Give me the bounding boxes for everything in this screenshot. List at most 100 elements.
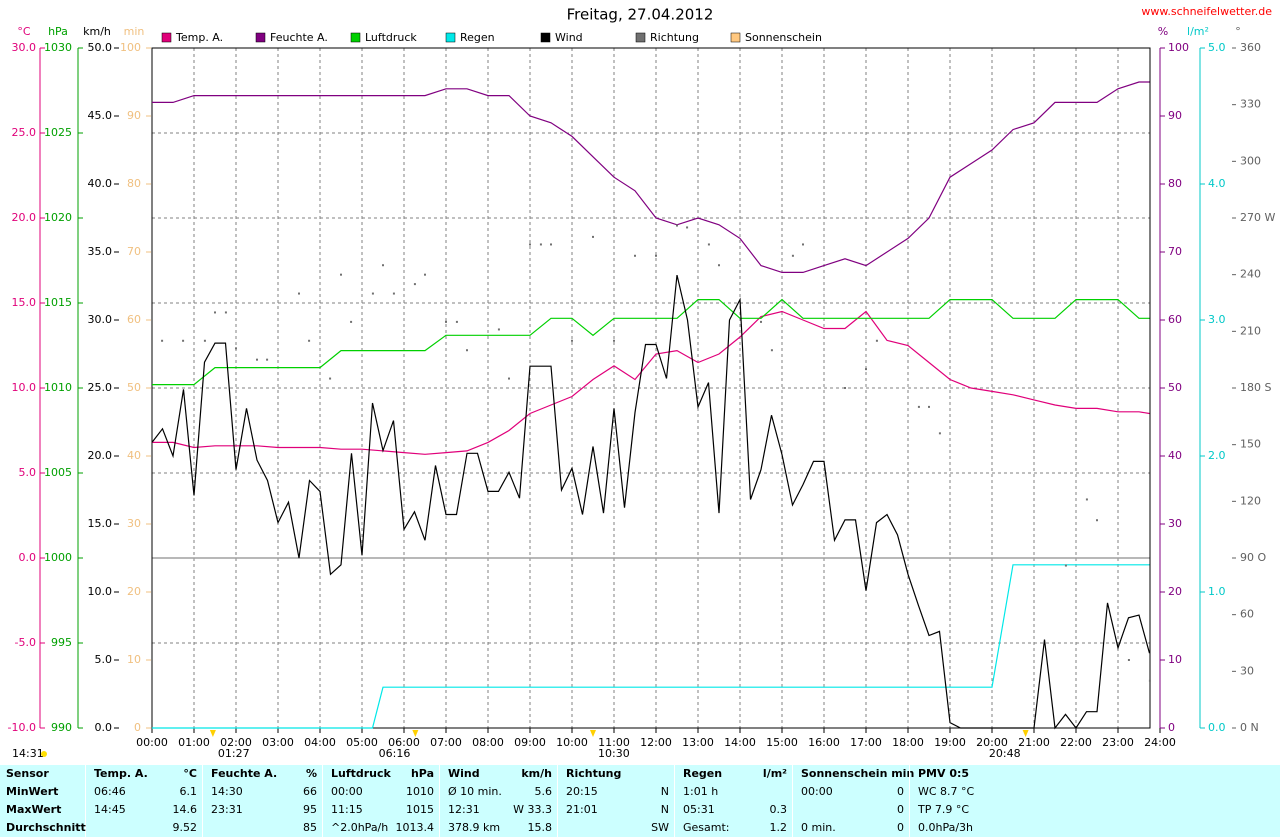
cell-text: 66 <box>303 785 317 798</box>
column-separator <box>202 765 203 837</box>
direction-point <box>203 339 206 342</box>
direction-point <box>455 320 458 323</box>
y-tick-label: 10 <box>127 653 141 666</box>
table-cell: MinWert <box>6 783 80 801</box>
legend-swatch <box>730 32 741 43</box>
cell-text: 00:00 <box>801 785 833 798</box>
cell-text: Durchschnitt <box>6 821 86 834</box>
table-cell: 85 <box>211 819 317 837</box>
cell-text: 0.3 <box>769 803 788 816</box>
y-tick-label: 210 <box>1240 324 1261 337</box>
y-tick-label: 40.0 <box>88 177 113 190</box>
direction-point <box>266 358 269 361</box>
table-cell: Gesamt: 1.2 <box>683 819 787 837</box>
direction-point <box>214 311 216 314</box>
direction-point <box>655 254 657 257</box>
x-tick-label: 19:00 <box>934 736 966 749</box>
x-tick-label: 16:00 <box>808 736 840 749</box>
legend-swatch <box>255 32 266 43</box>
y-tick-label: 1030 <box>44 41 72 54</box>
direction-point <box>497 328 500 331</box>
table-cell: Durchschnitt <box>6 819 86 837</box>
y-tick-label: 1010 <box>44 381 72 394</box>
y-tick-label: 15.0 <box>12 296 37 309</box>
y-tick-label: 30 <box>127 517 141 530</box>
direction-point <box>928 405 930 408</box>
direction-point <box>791 254 794 257</box>
cell-text: 5.6 <box>534 785 553 798</box>
y-tick-label: 0 <box>1168 721 1175 734</box>
direction-point <box>634 254 636 257</box>
table-cell: 20:15 N <box>566 783 669 801</box>
y-tick-label: 70 <box>1168 245 1182 258</box>
y-tick-label: 25.0 <box>12 126 37 139</box>
legend-swatch <box>350 32 361 43</box>
y-tick-label: 70 <box>127 245 141 258</box>
cell-text: 1010 <box>406 785 434 798</box>
series-line <box>152 298 1150 386</box>
direction-point <box>770 349 773 352</box>
legend-swatch <box>635 32 646 43</box>
cell-text: 1.2 <box>769 821 788 834</box>
x-tick-label: 17:00 <box>850 736 882 749</box>
direction-point <box>161 339 164 342</box>
table-cell: 11:15 1015 <box>331 801 434 819</box>
legend-label: Richtung <box>650 31 699 44</box>
cell-text: 85 <box>303 821 317 834</box>
direction-point <box>676 224 678 227</box>
direction-point <box>613 339 615 342</box>
table-cell: TP 7.9 °C <box>918 801 1272 819</box>
cell-text: MaxWert <box>6 803 62 816</box>
table-cell: 14:30 66 <box>211 783 317 801</box>
legend-label: Regen <box>460 31 495 44</box>
cell-text: l/m² <box>762 767 787 780</box>
y-tick-label: 0 <box>134 721 141 734</box>
chart-title: Freitag, 27.04.2012 <box>567 6 714 24</box>
y-tick-label: 80 <box>127 177 141 190</box>
x-tick-label: 08:00 <box>472 736 504 749</box>
x-tick-label: 15:00 <box>766 736 798 749</box>
table-cell: 14:45 14.6 <box>94 801 197 819</box>
direction-point <box>539 243 542 246</box>
column-separator <box>674 765 675 837</box>
table-cell: Richtung <box>566 765 669 783</box>
direction-point <box>1064 564 1067 567</box>
direction-point <box>392 292 395 295</box>
table-cell: Wind km/h <box>448 765 552 783</box>
y-tick-label: 180 S <box>1240 381 1271 394</box>
marker-label: 10:30 <box>598 747 630 760</box>
direction-point <box>1148 679 1151 682</box>
cell-text: 15.8 <box>527 821 553 834</box>
cell-text: 23:31 <box>211 803 243 816</box>
y-tick-label: 30.0 <box>88 313 113 326</box>
cell-text: PMV 0:5 <box>918 767 970 780</box>
cell-text: 20:15 <box>566 785 598 798</box>
y-tick-label: 90 <box>127 109 141 122</box>
x-tick-label: 03:00 <box>262 736 294 749</box>
y-tick-label: 300 <box>1240 154 1261 167</box>
series-line <box>152 564 1150 729</box>
sun-icon <box>41 751 47 757</box>
y-tick-label: -10.0 <box>8 721 36 734</box>
y-tick-label: 150 <box>1240 438 1261 451</box>
x-tick-label: 22:00 <box>1060 736 1092 749</box>
direction-point <box>718 264 720 267</box>
cell-text: km/h <box>521 767 552 780</box>
source-link[interactable]: www.schneifelwetter.de <box>1141 5 1272 18</box>
cell-text: 6.1 <box>179 785 198 798</box>
y-tick-label: 20.0 <box>88 449 113 462</box>
cell-text: 0 <box>897 821 904 834</box>
cell-text: Regen <box>683 767 723 780</box>
direction-point <box>707 243 710 246</box>
x-tick-label: 07:00 <box>430 736 462 749</box>
y-tick-label: 90 <box>1168 109 1182 122</box>
cell-text: Ø 10 min. <box>448 785 502 798</box>
y-tick-label: 40 <box>1168 449 1182 462</box>
cell-text: 0.0hPa/3h <box>918 821 974 834</box>
y-tick-label: 1005 <box>44 466 72 479</box>
legend-label: Wind <box>555 31 583 44</box>
table-cell: Ø 10 min. 5.6 <box>448 783 552 801</box>
table-cell: Luftdruck hPa <box>331 765 434 783</box>
chart: Freitag, 27.04.2012 www.schneifelwetter.… <box>7 5 1276 760</box>
table-cell: 05:31 0.3 <box>683 801 787 819</box>
